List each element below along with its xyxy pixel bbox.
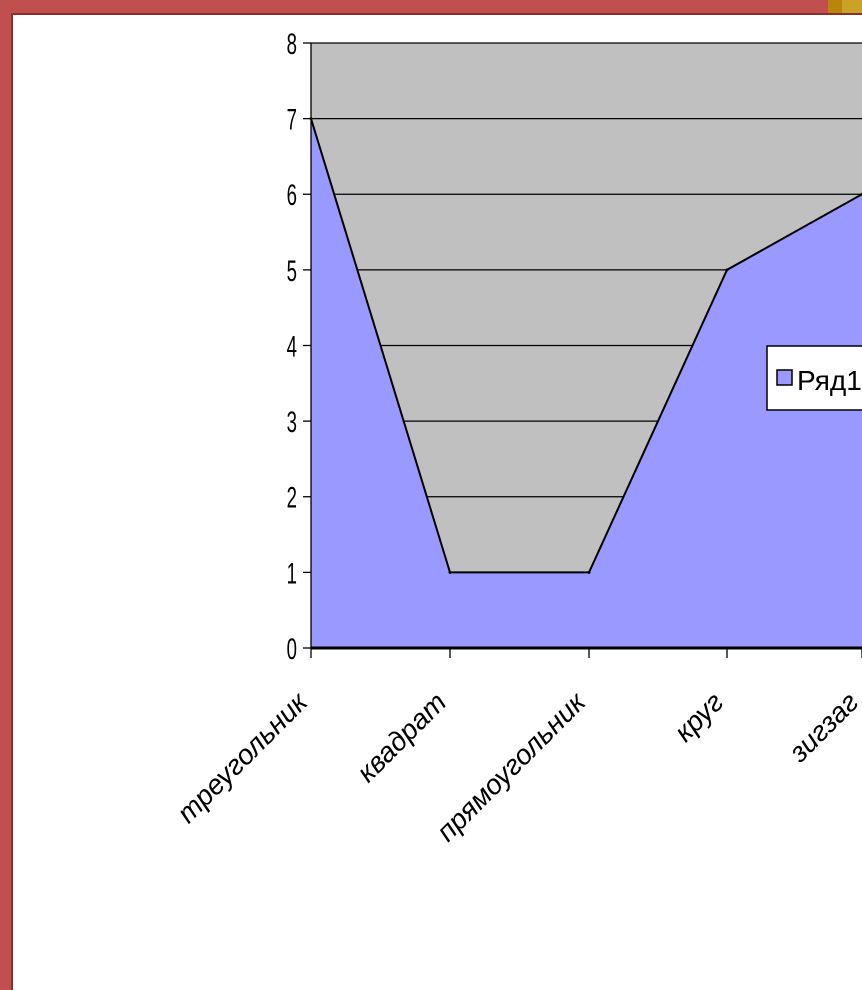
- y-tick-label: 5: [287, 254, 297, 288]
- y-tick-label: 0: [287, 633, 297, 667]
- y-tick-label: 3: [287, 406, 297, 440]
- y-tick-label: 7: [287, 103, 297, 137]
- legend-swatch: [776, 369, 793, 386]
- y-tick-label: 2: [287, 481, 297, 515]
- legend: Ряд1: [766, 345, 862, 411]
- data-point-круг: [725, 268, 729, 272]
- y-tick-label: 6: [287, 179, 297, 213]
- series-area-Ряд1: [311, 118, 862, 648]
- x-tick-label-треугольник: треугольник: [171, 685, 315, 829]
- x-tick-label-зигзаг: зигзаг: [782, 686, 862, 768]
- legend-label: Ряд1: [797, 365, 862, 396]
- x-tick-label-прямоугольник: прямоугольник: [430, 685, 592, 847]
- data-point-квадрат: [448, 570, 452, 574]
- y-tick-label: 4: [287, 330, 297, 364]
- data-point-прямоугольник: [587, 570, 591, 574]
- x-tick-label-круг: круг: [668, 686, 729, 747]
- y-tick-label: 1: [287, 557, 297, 591]
- y-tick-label: 8: [287, 28, 297, 62]
- x-tick-label-квадрат: квадрат: [351, 686, 453, 788]
- corner-accent-light: [842, 0, 862, 14]
